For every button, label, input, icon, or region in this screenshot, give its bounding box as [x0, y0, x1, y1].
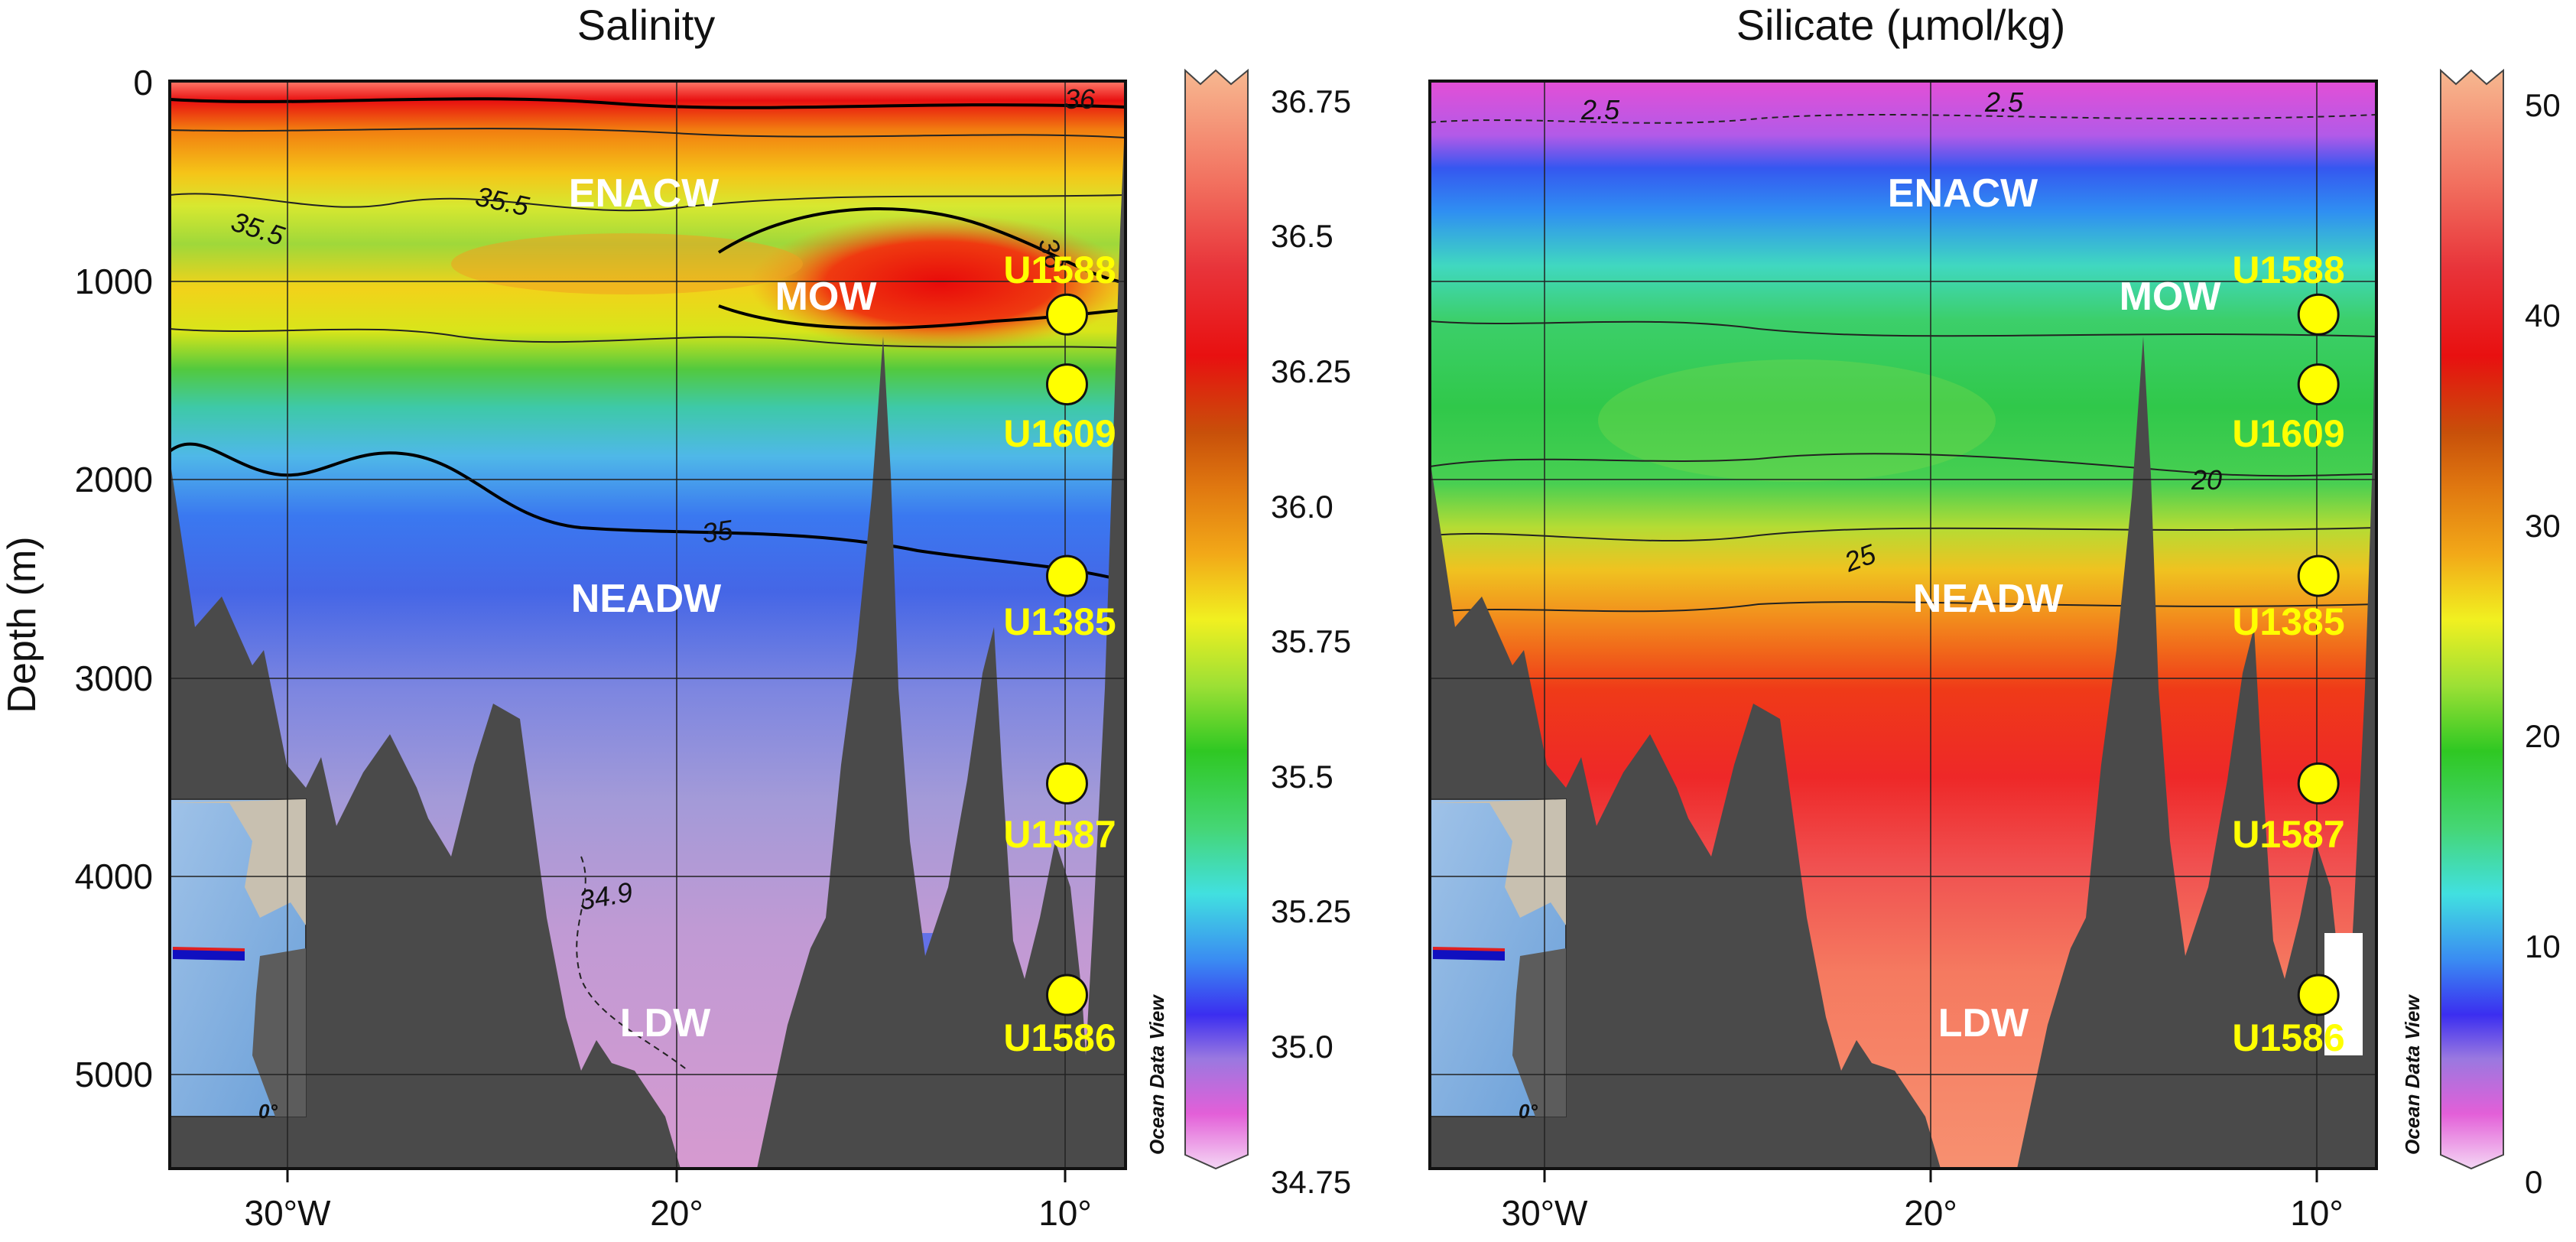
contour-label-20: 20 — [2191, 464, 2222, 496]
bathymetry-east-r — [2017, 229, 2376, 1169]
x-tick-10-r: 10° — [2290, 1193, 2344, 1233]
site-marker-u1587 — [1045, 762, 1088, 805]
silicate-sites: U1588 U1609 U1385 U1587 U1586 — [2232, 249, 2344, 1059]
silicate-x-axis: 30°W 20° 10° — [1502, 1169, 2344, 1233]
site-label-u1586-r: U1586 — [2232, 1016, 2344, 1059]
y-tick-5000: 5000 — [75, 1055, 153, 1094]
cb-tick-36-75: 36.75 — [1271, 83, 1351, 119]
y-tick-4000: 4000 — [75, 857, 153, 896]
salinity-colorbar: 36.75 36.5 36.25 36.0 35.75 35.5 35.25 3… — [1145, 68, 1351, 1200]
bathymetry-east — [757, 107, 1126, 1169]
site-label-u1587: U1587 — [1003, 813, 1116, 856]
site-marker-u1588-r — [2297, 293, 2340, 336]
contour-35 — [170, 442, 1126, 583]
y-tick-3000: 3000 — [75, 658, 153, 698]
cb-tick-30: 30 — [2525, 508, 2561, 544]
watermass-label-mow: MOW — [775, 275, 878, 319]
odv-watermark-right: Ocean Data View — [2401, 994, 2424, 1155]
cb-tick-0: 0 — [2525, 1164, 2542, 1200]
site-label-u1588-r: U1588 — [2232, 249, 2344, 291]
site-label-u1586: U1586 — [1003, 1016, 1116, 1059]
watermass-label-ldw-r: LDW — [1938, 1001, 2029, 1045]
contour-25 — [1430, 527, 2376, 541]
contour-mid — [170, 328, 1126, 349]
site-marker-u1385 — [1045, 554, 1088, 597]
site-label-u1587-r: U1587 — [2232, 813, 2344, 856]
x-tick-20: 20° — [650, 1193, 703, 1233]
site-marker-u1609-r — [2297, 363, 2340, 406]
x-tick-30w-r: 30°W — [1502, 1193, 1589, 1233]
contour-thin-r — [1430, 320, 2376, 337]
silicate-frame — [1428, 80, 2378, 1170]
silicate-title: Silicate (µmol/kg) — [1736, 1, 2066, 49]
site-label-u1385: U1385 — [1003, 600, 1116, 643]
salinity-frame — [168, 80, 1127, 1170]
watermass-label-neadw-r: NEADW — [1913, 577, 2064, 621]
site-marker-u1609 — [1045, 363, 1088, 406]
watermass-label-enacw-r: ENACW — [1888, 171, 2038, 216]
cb-tick-35-75: 35.75 — [1271, 623, 1351, 659]
contour-35-5 — [170, 193, 1126, 212]
x-tick-10: 10° — [1038, 1193, 1092, 1233]
contour-36-surface — [170, 97, 1126, 109]
cb-tick-40: 40 — [2525, 297, 2561, 333]
cb-tick-20: 20 — [2525, 718, 2561, 754]
site-marker-u1586-r — [2297, 974, 2340, 1016]
odv-watermark-left: Ocean Data View — [1145, 994, 1168, 1155]
cb-tick-36-0: 36.0 — [1271, 489, 1333, 525]
cb-tick-34-75: 34.75 — [1271, 1164, 1351, 1200]
silicate-mid-patch — [1598, 359, 1996, 482]
watermass-label-enacw: ENACW — [569, 171, 720, 216]
site-marker-u1588 — [1045, 293, 1088, 336]
silicate-colorbar: 50 40 30 20 10 0 Ocean Data View — [2401, 68, 2561, 1200]
salinity-sites: U1588 U1609 U1385 U1587 U1586 — [1003, 249, 1116, 1059]
site-label-u1609-r: U1609 — [2232, 412, 2344, 455]
contour-2-5 — [1430, 114, 2376, 124]
y-tick-0: 0 — [133, 63, 153, 102]
cb-tick-36-25: 36.25 — [1271, 353, 1351, 389]
y-tick-2000: 2000 — [75, 460, 153, 499]
site-label-u1385-r: U1385 — [2232, 600, 2344, 643]
inset-map-right: 0° — [1430, 798, 1567, 1123]
salinity-x-axis: 30°W 20° 10° — [245, 1169, 1092, 1233]
inset-longitude-label: 0° — [258, 1100, 278, 1123]
contour-label-35: 35 — [700, 514, 735, 549]
mow-tongue — [451, 233, 803, 294]
cb-tick-36-5: 36.5 — [1271, 218, 1333, 254]
inset-longitude-label-right: 0° — [1519, 1100, 1538, 1123]
contour-label-2-5-b: 2.5 — [1984, 86, 2024, 118]
contour-36-mow — [717, 207, 1126, 284]
watermass-label-neadw: NEADW — [571, 577, 722, 621]
salinity-y-axis: 0 1000 2000 3000 4000 5000 Depth (m) — [0, 63, 153, 1094]
cb-tick-10: 10 — [2525, 928, 2561, 964]
salinity-title: Salinity — [577, 1, 716, 49]
contour-20 — [1430, 453, 2376, 477]
watermass-label-mow-r: MOW — [2120, 275, 2222, 319]
site-marker-u1586 — [1045, 974, 1088, 1016]
contour-label-2-5-a: 2.5 — [1580, 94, 1620, 125]
x-tick-30w: 30°W — [245, 1193, 332, 1233]
silicate-panel: Silicate (µmol/kg) 0° — [1428, 1, 2561, 1233]
y-tick-1000: 1000 — [75, 262, 153, 301]
cb-tick-35-0: 35.0 — [1271, 1029, 1333, 1065]
contour-34-9 — [576, 856, 689, 1071]
site-marker-u1385-r — [2297, 554, 2340, 597]
cb-tick-35-25: 35.25 — [1271, 893, 1351, 929]
cb-tick-35-5: 35.5 — [1271, 759, 1333, 795]
cb-tick-50: 50 — [2525, 87, 2561, 123]
watermass-label-ldw: LDW — [620, 1001, 711, 1045]
site-label-u1609: U1609 — [1003, 412, 1116, 455]
y-axis-label: Depth (m) — [0, 536, 44, 713]
contour-label-36-top: 36 — [1064, 83, 1096, 115]
site-label-u1588: U1588 — [1003, 249, 1116, 291]
salinity-panel: Salinity 0° — [0, 1, 1351, 1233]
x-tick-20-r: 20° — [1904, 1193, 1957, 1233]
site-marker-u1587-r — [2297, 762, 2340, 805]
contour-lower — [1430, 601, 2376, 613]
grid-right — [1430, 81, 2376, 1169]
